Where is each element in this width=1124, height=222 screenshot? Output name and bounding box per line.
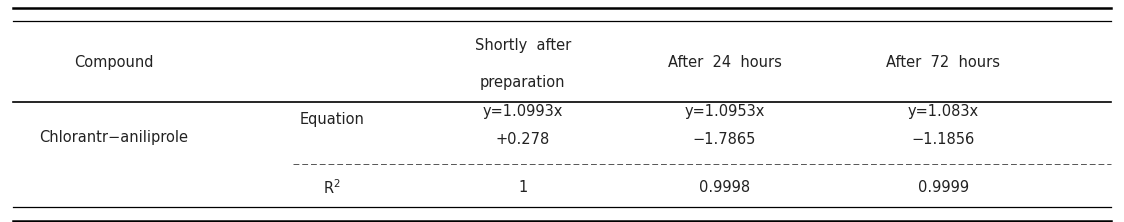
Text: +0.278: +0.278 [496,132,550,147]
Text: y=1.0953x: y=1.0953x [685,103,764,119]
Text: Equation: Equation [300,112,364,127]
Text: 0.9998: 0.9998 [699,180,750,195]
Text: Compound: Compound [74,55,153,70]
Text: −1.7865: −1.7865 [692,132,756,147]
Text: −1.1856: −1.1856 [912,132,975,147]
Text: After  24  hours: After 24 hours [668,55,781,70]
Text: R$^2$: R$^2$ [324,178,341,197]
Text: 1: 1 [518,180,527,195]
Text: y=1.083x: y=1.083x [908,103,979,119]
Text: Shortly  after: Shortly after [474,38,571,53]
Text: After  72  hours: After 72 hours [886,55,1000,70]
Text: y=1.0993x: y=1.0993x [482,103,563,119]
Text: preparation: preparation [480,75,565,90]
Text: Chlorantr−aniliprole: Chlorantr−aniliprole [39,130,188,145]
Text: 0.9999: 0.9999 [917,180,969,195]
